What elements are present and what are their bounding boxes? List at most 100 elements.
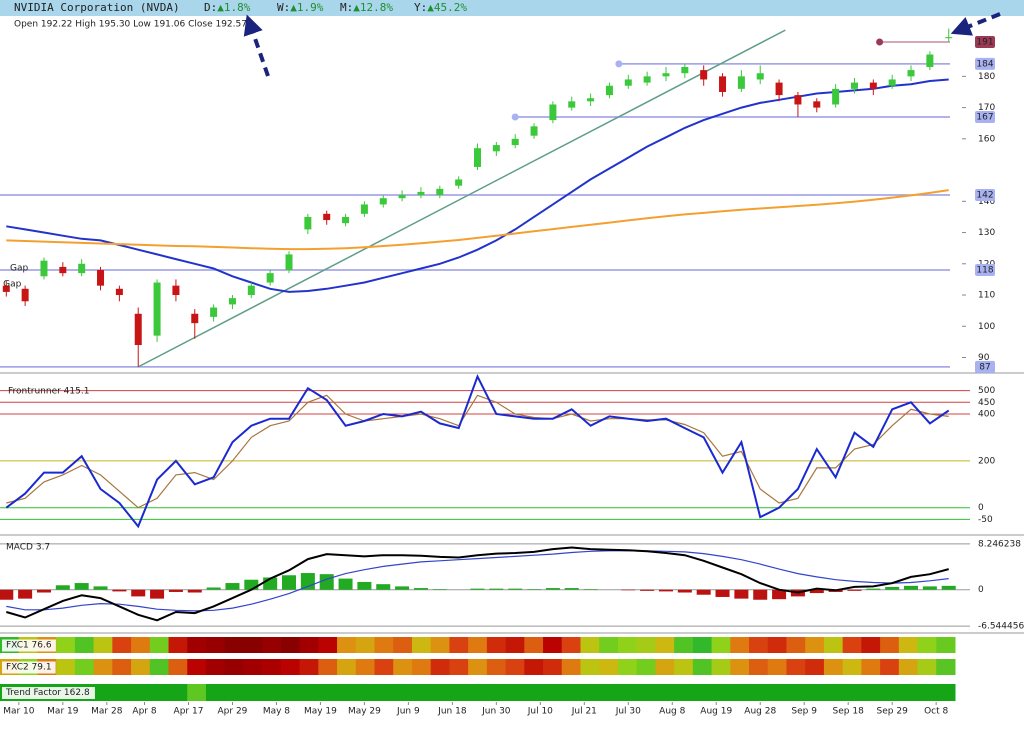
panel-title: MACD 3.7 bbox=[6, 543, 50, 553]
histogram-bar bbox=[282, 575, 297, 590]
histogram-bar bbox=[715, 589, 730, 597]
candle-body bbox=[719, 76, 727, 92]
heat-cell bbox=[299, 659, 319, 675]
heat-cell bbox=[617, 659, 638, 675]
x-tick-label: Oct 8 bbox=[924, 707, 948, 717]
histogram-bar bbox=[0, 589, 14, 600]
heat-cell bbox=[224, 637, 244, 653]
heat-cell bbox=[730, 637, 750, 653]
candle-body bbox=[605, 85, 613, 96]
heat-cell bbox=[74, 637, 95, 653]
indicator-line bbox=[6, 394, 949, 509]
heat-cell bbox=[823, 659, 844, 675]
heat-cell bbox=[149, 684, 170, 701]
histogram-bar bbox=[489, 588, 504, 590]
heat-cell bbox=[805, 637, 825, 653]
heat-cell bbox=[224, 684, 244, 701]
plot-area: Open 192.22 High 195.30 Low 191.06 Close… bbox=[0, 20, 1024, 717]
panel-title: Frontrunner 415.1 bbox=[8, 387, 89, 397]
heat-cell bbox=[767, 684, 787, 701]
candle-body bbox=[869, 82, 877, 89]
heat-cell bbox=[730, 659, 750, 675]
candle-body bbox=[97, 270, 105, 286]
candle-body bbox=[662, 73, 670, 77]
y-tick-label: 200 bbox=[978, 456, 995, 466]
macd-line bbox=[6, 546, 949, 622]
heat-cell bbox=[823, 637, 844, 653]
header-title: NVIDIA Corporation (NVDA) bbox=[14, 1, 180, 14]
strip-title-bg bbox=[2, 687, 95, 699]
annotation: Gap bbox=[10, 263, 28, 273]
change-label: M: bbox=[340, 1, 353, 14]
heat-cell bbox=[280, 684, 301, 701]
heat-cell bbox=[636, 684, 656, 701]
candle-body bbox=[436, 188, 444, 196]
y-tick-label: -50 bbox=[978, 515, 993, 525]
x-tick-label: Jun 18 bbox=[437, 707, 467, 717]
level-anchor bbox=[876, 38, 884, 46]
heat-cell bbox=[543, 637, 563, 653]
change-week: W:▲1.9% bbox=[277, 1, 324, 14]
heat-cell bbox=[580, 684, 600, 701]
heat-cell bbox=[411, 637, 432, 653]
heat-cell bbox=[805, 659, 825, 675]
histogram-bar bbox=[376, 584, 391, 590]
heat-cell bbox=[262, 659, 282, 675]
candle-body bbox=[285, 254, 293, 271]
level-label: 191 bbox=[976, 37, 993, 47]
histogram-bar bbox=[55, 585, 70, 590]
candle-body bbox=[342, 216, 350, 224]
heat-cell bbox=[168, 684, 188, 701]
candle-body bbox=[2, 285, 10, 292]
y-tick-label: 450 bbox=[978, 398, 995, 408]
histogram-bar bbox=[187, 589, 202, 593]
heat-cell bbox=[674, 637, 694, 653]
heat-cell bbox=[337, 659, 357, 675]
strip-title: FXC2 79.1 bbox=[6, 663, 52, 673]
heat-cell bbox=[786, 659, 806, 675]
histogram-bar bbox=[658, 589, 673, 592]
x-tick-label: Sep 9 bbox=[791, 707, 817, 717]
heat-cell bbox=[187, 684, 207, 701]
candle-body bbox=[40, 260, 48, 277]
heat-cell bbox=[168, 659, 188, 675]
x-tick-label: Apr 17 bbox=[174, 707, 204, 717]
candle-body bbox=[492, 145, 500, 152]
heat-cell bbox=[711, 659, 731, 675]
x-tick-label: Mar 10 bbox=[3, 707, 35, 717]
histogram-bar bbox=[413, 588, 428, 590]
x-tick-label: Sep 18 bbox=[833, 707, 865, 717]
strip-title-bg bbox=[2, 639, 56, 652]
candle-body bbox=[530, 126, 538, 136]
heat-cell bbox=[112, 637, 132, 653]
candle-body bbox=[850, 82, 858, 89]
candle-body bbox=[210, 307, 218, 317]
candle-body bbox=[379, 198, 387, 205]
heat-cell bbox=[599, 637, 619, 653]
change-day: D:▲1.8% bbox=[204, 1, 251, 14]
x-tick-label: Jun 30 bbox=[481, 707, 511, 717]
strip-title: Trend Factor 162.8 bbox=[5, 688, 90, 698]
histogram-bar bbox=[150, 589, 165, 599]
histogram-bar bbox=[809, 589, 824, 594]
candle-body bbox=[832, 88, 840, 105]
heat-cell bbox=[205, 637, 226, 653]
histogram-bar bbox=[772, 589, 787, 600]
candle-body bbox=[78, 263, 86, 274]
heat-cell bbox=[692, 659, 713, 675]
x-tick-label: Apr 29 bbox=[218, 707, 248, 717]
heat-cell bbox=[280, 659, 301, 675]
candle-body bbox=[681, 66, 689, 74]
histogram-bar bbox=[621, 589, 636, 591]
heat-cell bbox=[243, 684, 263, 701]
histogram-bar bbox=[904, 585, 919, 590]
candle-body bbox=[398, 195, 406, 199]
heat-cell bbox=[842, 684, 862, 701]
heat-cell bbox=[711, 684, 731, 701]
change-label: Y: bbox=[414, 1, 427, 14]
heat-cell bbox=[374, 637, 394, 653]
heat-cell bbox=[936, 684, 956, 701]
level-anchor bbox=[615, 60, 623, 68]
heat-cell bbox=[374, 659, 394, 675]
heat-cell bbox=[355, 637, 376, 653]
